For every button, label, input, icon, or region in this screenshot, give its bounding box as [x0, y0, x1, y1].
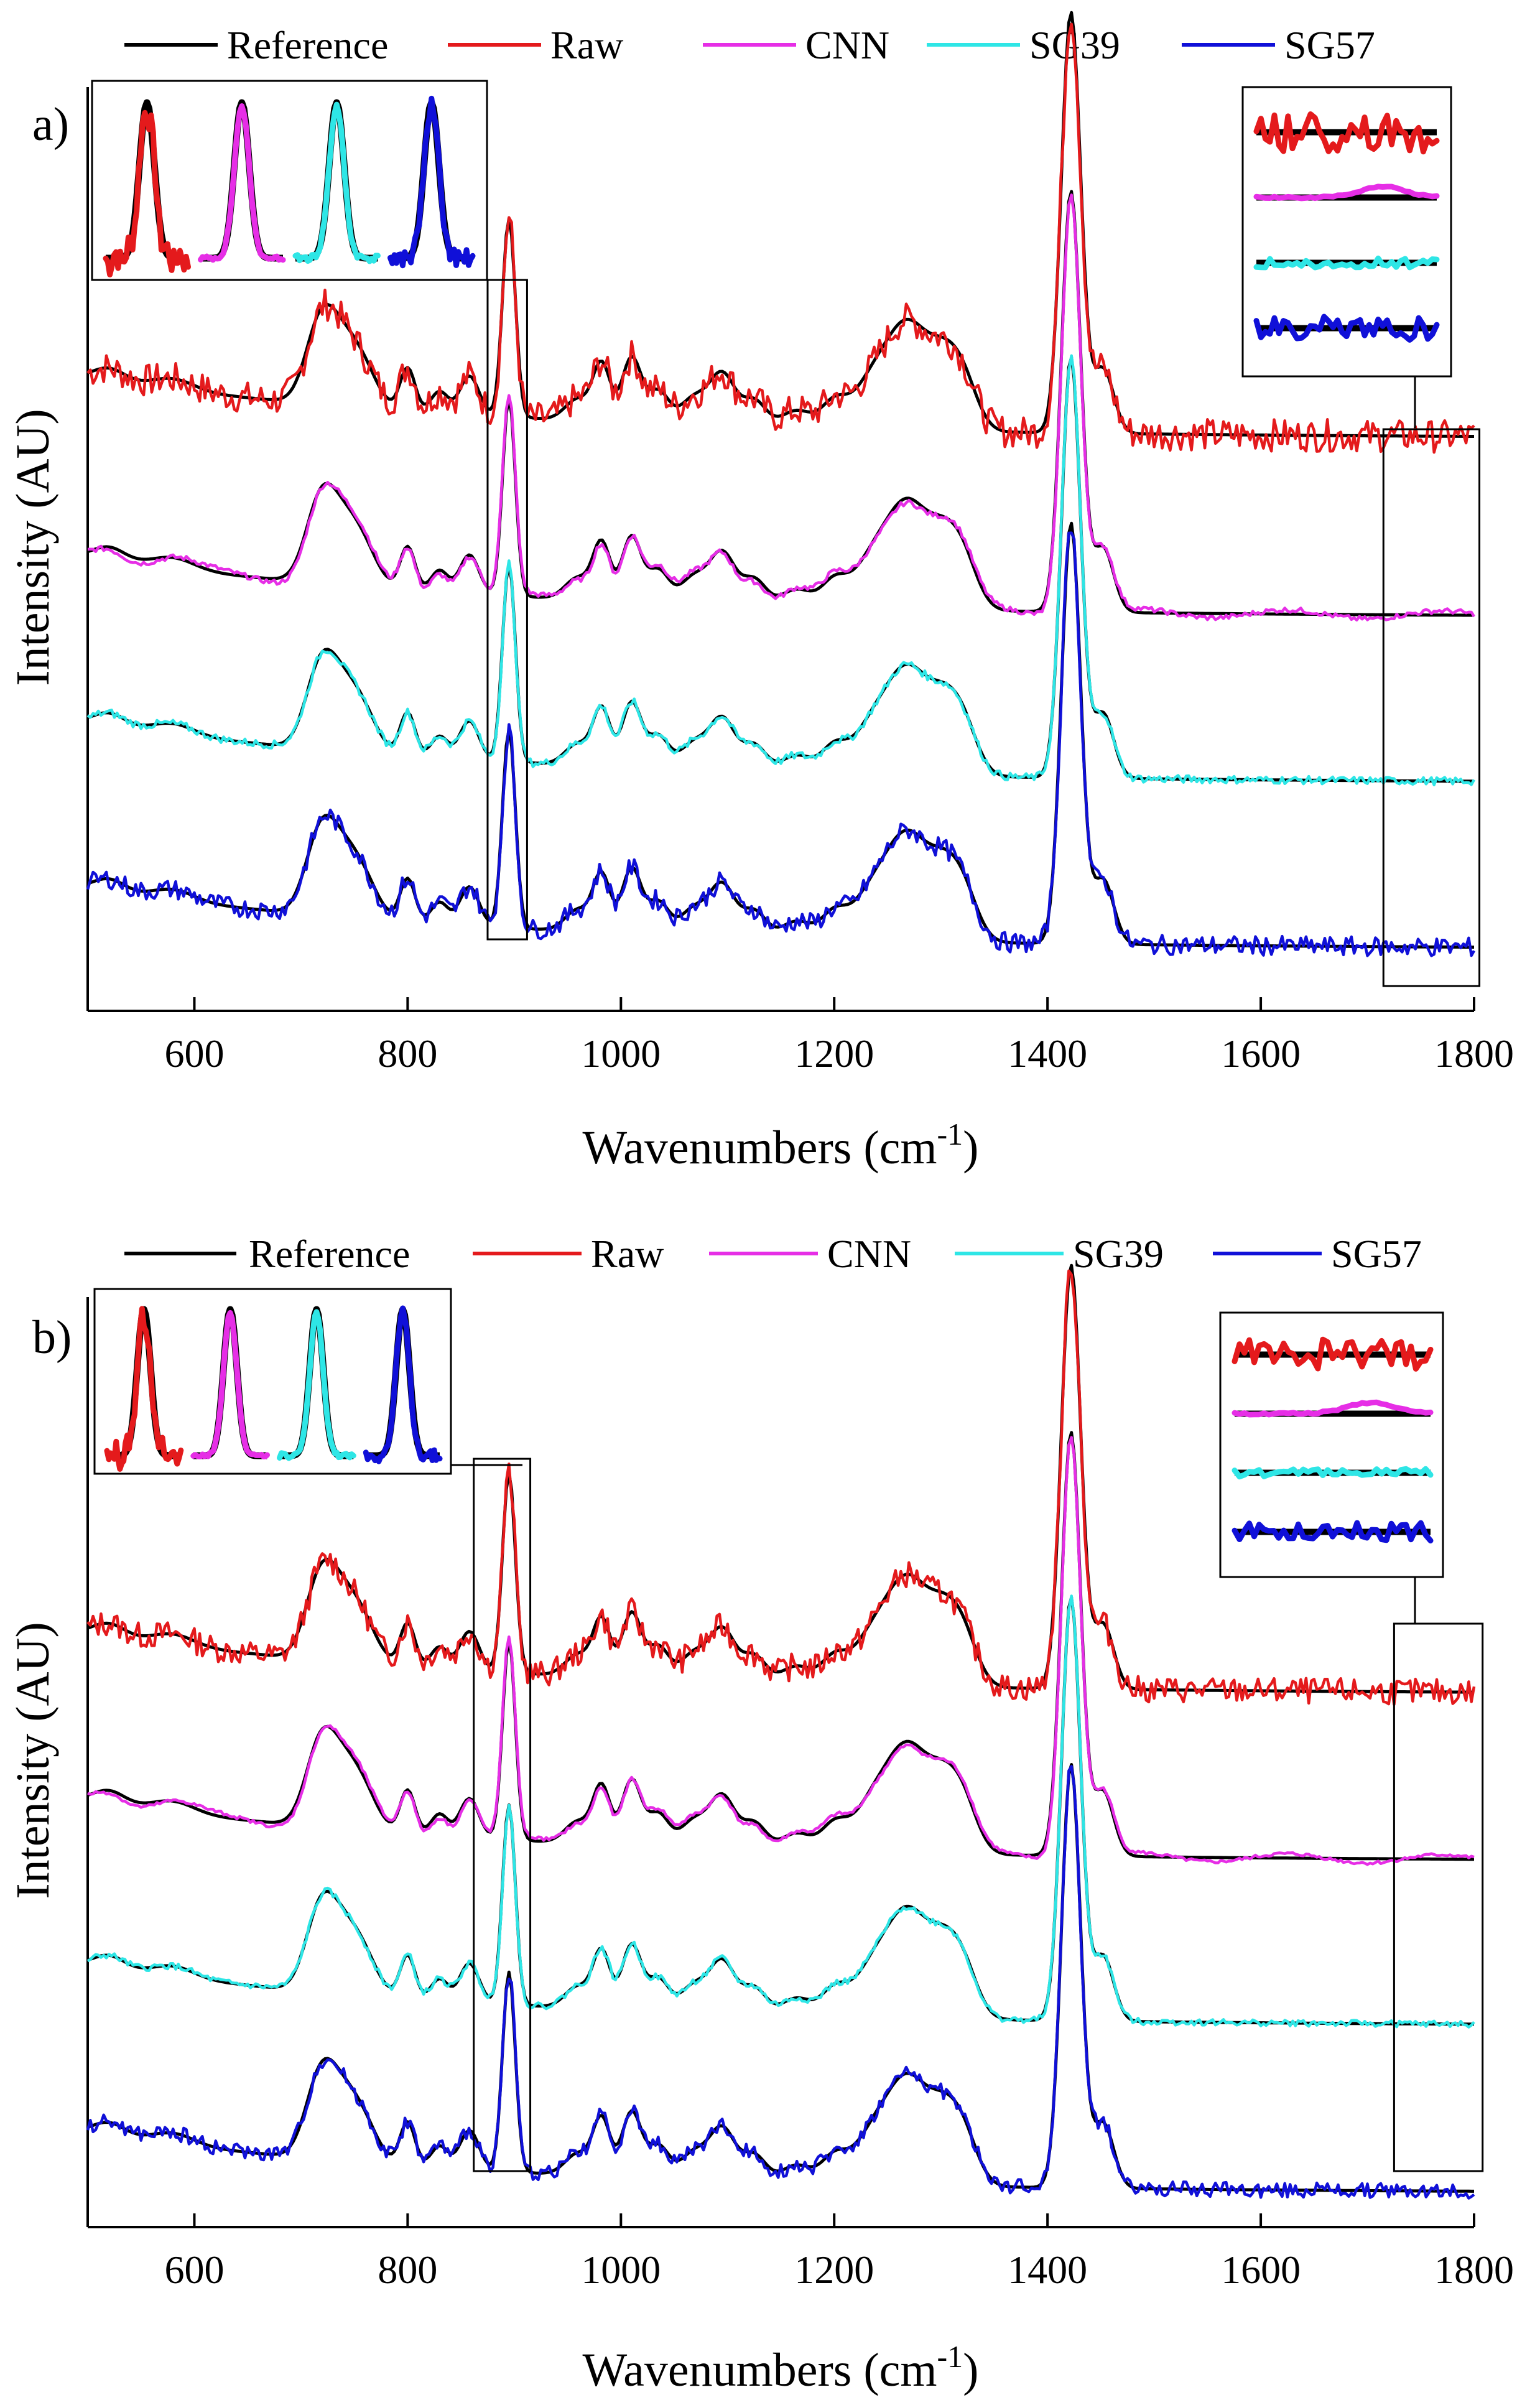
reference-line [87, 521, 1474, 949]
x-tick-label: 1000 [581, 1031, 661, 1076]
x-axis-title-main: Wavenumbers (cm [583, 1122, 937, 1174]
x-ticks: 600 800 1000 1200 1400 1600 1800 [164, 997, 1514, 1076]
x-tick-label: 1600 [1221, 2248, 1301, 2292]
inset-tail-raw [1232, 1336, 1434, 1372]
legend-label-reference: Reference [249, 1232, 410, 1276]
inset-tail-sg57 [1253, 314, 1440, 343]
legend-label-sg57: SG57 [1331, 1232, 1422, 1276]
x-tick-label: 600 [164, 2248, 224, 2292]
series-line-sg39 [86, 1594, 1475, 2029]
peak-zoom-box [473, 1458, 532, 2172]
x-tick-label: 1000 [581, 2248, 661, 2292]
x-ticks: 600 800 1000 1200 1400 1600 1800 [164, 2213, 1514, 2292]
legend-label-cnn: CNN [827, 1232, 911, 1276]
tail-inset [1219, 1311, 1444, 1578]
x-tick-label: 1400 [1008, 1031, 1087, 1076]
legend-label-reference: Reference [227, 23, 388, 67]
y-axis-title: Intensity (AU) [7, 1622, 59, 1899]
series-line-sg57 [86, 531, 1475, 957]
x-tick-label: 1200 [794, 1031, 874, 1076]
series-line-raw [86, 22, 1475, 454]
panel-label: b) [32, 1311, 72, 1364]
tail-inset-traces [1232, 1336, 1434, 1544]
series-line-sg39 [86, 354, 1475, 786]
legend-label-sg57: SG57 [1284, 23, 1375, 67]
x-tick-label: 1800 [1434, 1031, 1514, 1076]
x-axis-title-close: ) [963, 2344, 978, 2396]
series-line-cnn [87, 193, 1475, 622]
legend: Reference Raw CNN SG39 SG57 [124, 1232, 1422, 1276]
legend: Reference Raw CNN SG39 SG57 [124, 23, 1375, 67]
peak-inset-traces [103, 95, 476, 277]
legend-label-raw: Raw [591, 1232, 664, 1276]
series-line-sg57 [86, 1765, 1475, 2200]
peak-inset-traces [104, 1305, 443, 1472]
x-tick-label: 800 [378, 1031, 437, 1076]
legend-label-sg39: SG39 [1073, 1232, 1164, 1276]
x-axis-title: Wavenumbers (cm-1) [583, 1117, 979, 1174]
spectra [86, 1263, 1476, 2200]
inset-tail-cnn [1253, 184, 1440, 202]
series-line-raw [86, 1269, 1476, 1706]
series-line-cnn [87, 1436, 1475, 1866]
peak-inset [93, 1288, 452, 1475]
inset-peak-raw [103, 109, 191, 277]
peak-inset [91, 80, 488, 281]
tail-inset [1241, 86, 1452, 378]
inset-tail-raw [1253, 111, 1440, 155]
x-tick-label: 1600 [1221, 1031, 1301, 1076]
inset-tail-sg39 [1232, 1466, 1434, 1480]
tail-inset-traces [1253, 111, 1440, 343]
inset-tail-cnn [1232, 1399, 1434, 1418]
y-axis-title: Intensity (AU) [7, 409, 59, 686]
inset-peak-cnn [198, 103, 286, 263]
x-axis-title-exponent: -1 [937, 1117, 963, 1151]
x-axis-title-main: Wavenumbers (cm [583, 2344, 937, 2396]
spectra [86, 11, 1475, 957]
panel-label: a) [32, 98, 69, 151]
x-axis-title: Wavenumbers (cm-1) [583, 2339, 979, 2396]
tail-zoom-box [1382, 428, 1481, 987]
tail-zoom-box [1393, 1622, 1484, 2172]
inset-tail-sg39 [1253, 255, 1440, 271]
x-tick-label: 800 [378, 2248, 437, 2292]
panel-b: Reference Raw CNN SG39 SG57 b) 600 800 100… [7, 1232, 1514, 2396]
inset-peak-sg57 [387, 95, 476, 269]
x-tick-label: 600 [164, 1031, 224, 1076]
x-tick-label: 1400 [1008, 2248, 1087, 2292]
reference-line [87, 11, 1474, 438]
peak-zoom-box [486, 279, 528, 941]
inset-peak-cnn [190, 1309, 270, 1459]
x-axis-title-close: ) [963, 1122, 978, 1174]
panel-a: Reference Raw CNN SG39 SG57 a) 600 800 100… [7, 11, 1514, 1174]
x-tick-label: 1200 [794, 2248, 874, 2292]
inset-tail-sg57 [1232, 1520, 1434, 1544]
inset-peak-sg39 [292, 101, 381, 264]
legend-label-raw: Raw [550, 23, 623, 67]
inset-peak-sg57 [363, 1305, 443, 1464]
inset-peak-raw [104, 1306, 184, 1472]
x-tick-label: 1800 [1434, 2248, 1514, 2292]
inset-peak-sg39 [277, 1309, 356, 1461]
x-axis-title-exponent: -1 [937, 2339, 963, 2374]
legend-label-cnn: CNN [805, 23, 889, 67]
